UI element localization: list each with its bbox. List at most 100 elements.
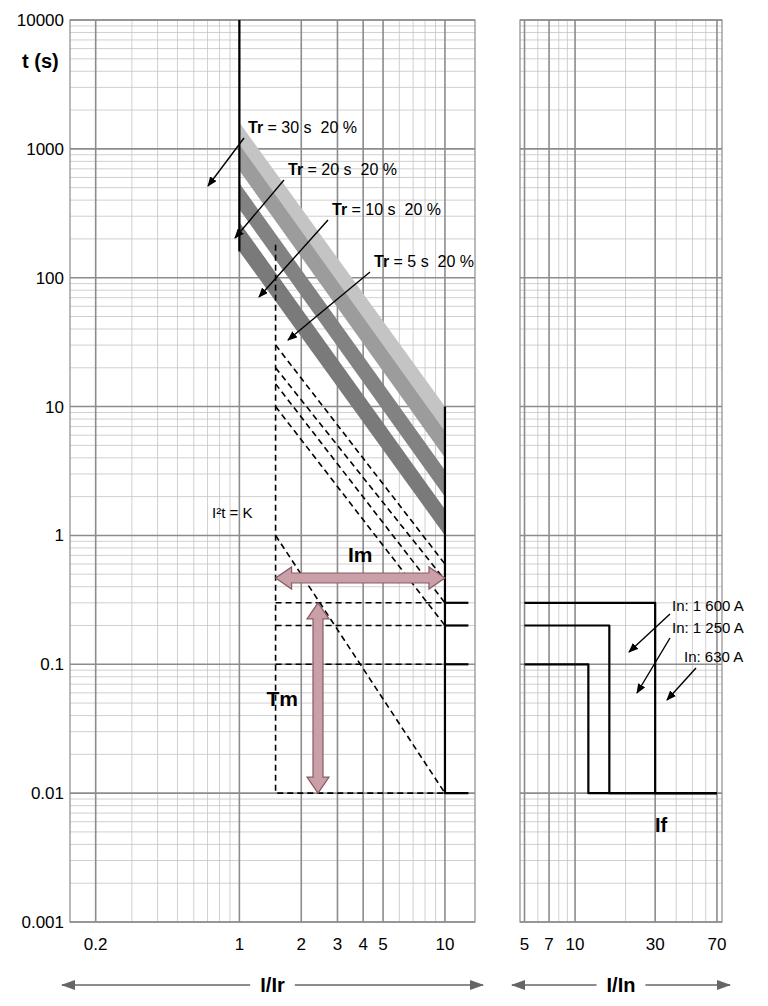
minor-grid-y [70,813,475,814]
minor-grid-y [70,154,475,155]
minor-grid-y [520,860,722,861]
minor-grid-y [70,602,475,603]
background [0,0,768,1006]
minor-grid-y [70,71,475,72]
minor-grid-x [676,20,677,922]
minor-grid-y [70,805,475,806]
minor-grid-y [520,821,722,822]
label-part: Tr [248,119,263,136]
minor-grid-y [520,328,722,329]
y-axis-label: t (s) [22,50,59,72]
minor-grid-y [520,670,722,671]
x-tick-label: 5 [378,935,387,954]
y-tick-label: 10000 [17,11,64,30]
minor-grid-y [520,32,722,33]
minor-grid-y [520,306,722,307]
y-tick-label: 0.1 [40,655,64,674]
dashed-curve [276,384,445,603]
minor-grid-y [520,754,722,755]
minor-grid-y [520,805,722,806]
minor-grid-y [520,216,722,217]
label-arrow [208,138,244,186]
annotation: Tm [267,687,299,710]
minor-grid-y [520,547,722,548]
annotation: If [655,814,668,836]
minor-grid-x [537,20,538,922]
minor-grid-y [520,496,722,497]
minor-grid-y [70,883,475,884]
minor-grid-y [70,457,475,458]
minor-grid-y [520,731,722,732]
x-tick-label: 2 [297,935,306,954]
grid-x [95,20,97,922]
label-arrow [667,668,696,700]
trip-curve [238,20,240,251]
grid-y [70,148,475,150]
minor-grid-y [70,306,475,307]
minor-grid-y [520,676,722,677]
label-part: Tr [332,201,347,218]
minor-grid-y [70,161,475,162]
axis-arrow [512,984,597,985]
minor-grid-x [157,20,158,922]
minor-grid-y [520,168,722,169]
minor-grid-y [70,25,475,26]
minor-grid-y [520,48,722,49]
plot-frame [70,20,475,922]
trip-curve [445,602,468,604]
minor-grid-y [70,625,475,626]
minor-grid-y [520,715,722,716]
minor-grid-y [520,58,722,59]
grid-x [239,20,241,922]
x-axis-label: I/Ir [260,974,285,996]
minor-grid-y [70,860,475,861]
grid-x [548,20,550,922]
minor-grid-y [520,39,722,40]
minor-grid-y [520,316,722,317]
dashed-curve [276,245,445,793]
label-part: = 20 s 20 % [303,161,397,178]
label-arrow [637,638,670,693]
label-part: = 5 s 20 % [389,253,474,270]
dashed-curve [276,602,445,604]
minor-grid-y [70,799,475,800]
minor-grid-y [520,161,722,162]
tm-arrow [307,603,329,793]
minor-grid-y [70,564,475,565]
series-label: In: 630 A [684,648,743,665]
labels: Tr = 30 s 20 %Tr = 20 s 20 %Tr = 10 s 20… [208,119,474,340]
grid-x [382,20,384,922]
x-tick-label: 10 [566,935,585,954]
grid-x [300,20,302,922]
grid-y [70,663,475,665]
minor-grid-y [520,813,722,814]
minor-grid-y [70,555,475,556]
minor-grid-y [70,731,475,732]
dashed-curve [276,368,445,580]
minor-grid-y [520,844,722,845]
grid-y [70,792,475,794]
minor-grid-y [520,200,722,201]
label-part: = 30 s 20 % [263,119,357,136]
minor-grid-y [70,676,475,677]
x-tick-label: 7 [544,935,553,954]
minor-grid-y [520,412,722,413]
trip-curve [525,664,717,793]
axis-arrow [295,984,483,985]
minor-grid-y [520,457,722,458]
minor-grid-x [219,20,220,922]
x-tick-label: 10 [435,935,454,954]
y-tick-label: 0.001 [21,913,64,932]
minor-grid-y [520,799,722,800]
dashed-curve [276,345,445,564]
annotations: If [655,814,668,836]
minor-grid-y [70,32,475,33]
minor-grid-y [520,290,722,291]
grid [520,20,722,922]
minor-grid-y [520,692,722,693]
minor-grid-y [520,473,722,474]
series-label: Tr = 5 s 20 % [374,253,474,270]
minor-grid-y [70,328,475,329]
label-arrow [629,614,670,652]
minor-grid-y [70,496,475,497]
